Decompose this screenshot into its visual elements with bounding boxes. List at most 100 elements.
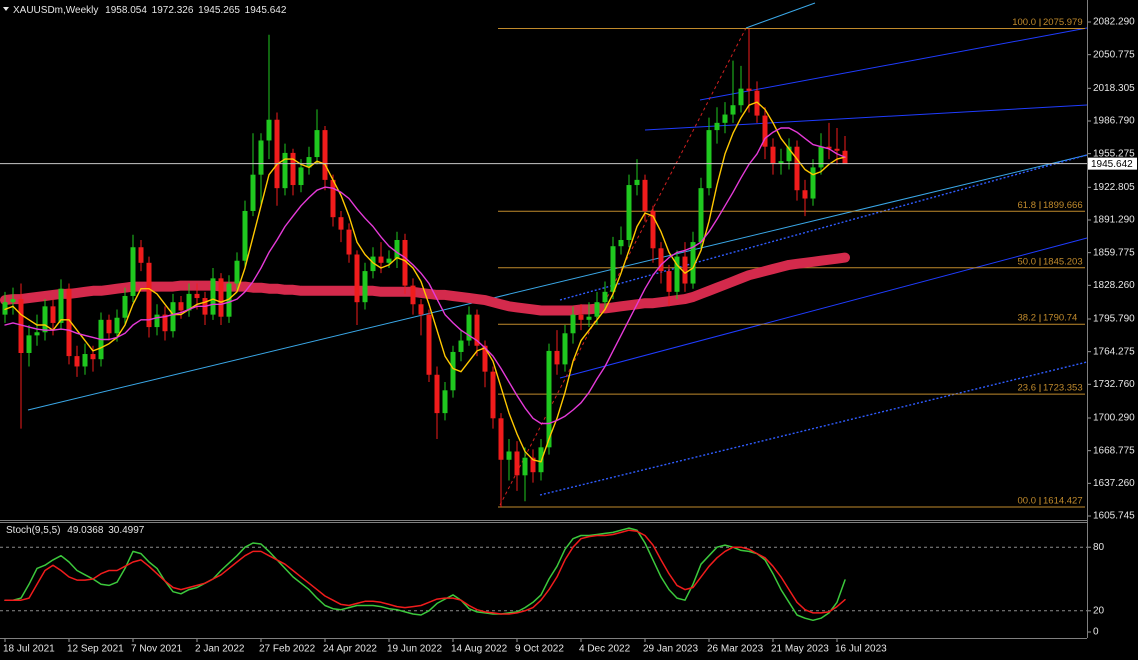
candle-body xyxy=(586,316,592,320)
candle-body xyxy=(426,314,432,375)
y-tick-label: 1700.290 xyxy=(1093,413,1135,424)
fibonacci-price: 1845.203 xyxy=(1043,256,1083,267)
candle-body xyxy=(226,283,232,317)
candle-body xyxy=(778,161,784,164)
x-tick-label: 29 Jan 2023 xyxy=(643,644,698,655)
candle-body xyxy=(186,293,192,311)
candle-body xyxy=(306,157,312,168)
stoch-signal-value: 30.4997 xyxy=(108,525,145,536)
y-tick-label: 0 xyxy=(1093,627,1099,638)
candle-body xyxy=(50,306,56,323)
menu-arrow[interactable] xyxy=(3,7,9,11)
candle-body xyxy=(154,314,160,328)
candle-body xyxy=(194,293,200,299)
candle-body xyxy=(754,90,760,116)
y-tick-label: 80 xyxy=(1093,542,1105,553)
current-price-label: 1945.642 xyxy=(1091,159,1133,170)
candle-body xyxy=(706,130,712,189)
fibonacci-ratio: 23.6 xyxy=(1018,383,1037,394)
y-tick-label: 1795.790 xyxy=(1093,314,1135,325)
candle-body xyxy=(258,140,264,175)
x-tick-label: 16 Jul 2023 xyxy=(835,644,887,655)
candle-body xyxy=(698,188,704,243)
x-tick-label: 19 Jun 2022 xyxy=(387,644,442,655)
candle-body xyxy=(138,247,144,263)
current-price-box xyxy=(1088,157,1137,170)
candle-body xyxy=(314,130,320,158)
candle-body xyxy=(546,350,552,448)
y-tick-label: 2082.290 xyxy=(1093,17,1135,28)
candle-body xyxy=(362,271,368,303)
candle-body xyxy=(626,185,632,240)
y-tick-label: 1859.775 xyxy=(1093,247,1135,258)
fibonacci-price: 1899.666 xyxy=(1043,200,1083,211)
drawn-objects xyxy=(27,2,1088,506)
x-tick-label: 7 Nov 2021 xyxy=(131,644,183,655)
candle-body xyxy=(578,314,584,320)
candle-body xyxy=(282,152,288,189)
channel-line xyxy=(644,104,1088,131)
candle-body xyxy=(762,115,768,147)
candle-body xyxy=(746,88,752,91)
x-tick-label: 9 Oct 2022 xyxy=(515,644,564,655)
candle-body xyxy=(402,239,408,286)
y-tick-label: 1605.745 xyxy=(1093,511,1135,522)
candle-body xyxy=(74,356,80,367)
candle-body xyxy=(10,299,16,303)
candle-body xyxy=(114,317,120,334)
candle-body xyxy=(722,114,728,123)
last-close: 1945.642 xyxy=(245,5,287,16)
candle-body xyxy=(730,105,736,115)
channel-line xyxy=(559,154,1088,301)
y-tick-label: 1668.775 xyxy=(1093,445,1135,456)
y-tick-label: 1955.275 xyxy=(1093,148,1135,159)
channel-line xyxy=(559,237,1088,379)
fibonacci-ratio: 61.8 xyxy=(1018,200,1037,211)
candle-body xyxy=(322,130,328,180)
candle-body xyxy=(66,288,72,357)
x-tick-label: 12 Sep 2021 xyxy=(67,644,124,655)
trend-line xyxy=(27,154,1088,411)
candle-body xyxy=(666,271,672,292)
series-line xyxy=(4,529,846,615)
candle-body xyxy=(242,210,248,261)
candle-body xyxy=(770,146,776,164)
y-tick-label: 1922.805 xyxy=(1093,182,1135,193)
candle-body xyxy=(90,354,96,360)
last-high: 1972.326 xyxy=(152,5,194,16)
candle-body xyxy=(642,179,648,211)
candle-body xyxy=(34,332,40,336)
x-tick-label: 18 Jul 2021 xyxy=(3,644,55,655)
candle-body xyxy=(42,306,48,333)
fibonacci-price: 1614.427 xyxy=(1043,496,1083,507)
fibonacci-ratio: 00.0 xyxy=(1018,496,1037,507)
candle-body xyxy=(682,256,688,284)
y-tick-label: 1828.260 xyxy=(1093,280,1135,291)
candle-body xyxy=(162,314,168,332)
candle-body xyxy=(170,302,176,332)
candle-body xyxy=(818,146,824,168)
candle-body xyxy=(290,152,296,186)
candle-body xyxy=(834,148,840,151)
stoch-main-value: 49.0368 xyxy=(67,525,104,536)
y-tick-label: 2050.775 xyxy=(1093,49,1135,60)
fibonacci-ratio: 38.2 xyxy=(1018,313,1037,324)
candle-body xyxy=(826,146,832,149)
candle-body xyxy=(354,254,360,303)
candle-body xyxy=(178,302,184,311)
x-tick-label: 27 Feb 2022 xyxy=(259,644,316,655)
candle-body xyxy=(554,350,560,365)
candle-body xyxy=(18,299,24,353)
main-header: XAUUSDm,Weekly 1958.054 1972.326 1945.26… xyxy=(13,5,287,16)
x-tick-label: 2 Jan 2022 xyxy=(195,644,245,655)
candle-body xyxy=(410,285,416,305)
x-tick-label: 4 Dec 2022 xyxy=(579,644,631,655)
candle-body xyxy=(690,242,696,284)
candle-body xyxy=(450,351,456,391)
candle-body xyxy=(634,179,640,186)
candle-body xyxy=(434,374,440,414)
candle-body xyxy=(562,333,568,365)
fibonacci-ratio: 100.0 xyxy=(1012,17,1036,28)
